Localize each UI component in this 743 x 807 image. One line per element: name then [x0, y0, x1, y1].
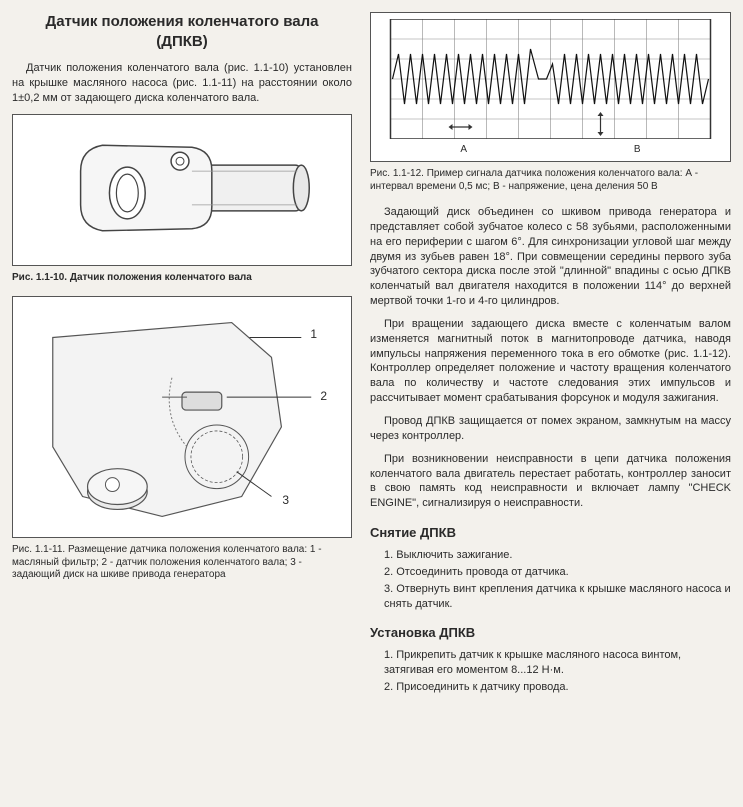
- title-line2: (ДПКВ): [156, 33, 207, 50]
- figure-1-1-11: 1 2 3: [12, 296, 352, 538]
- intro-paragraph: Датчик положения коленчатого вала (рис. …: [12, 61, 352, 106]
- figure-1-1-12-caption: Рис. 1.1-12. Пример сигнала датчика поло…: [370, 168, 731, 193]
- paragraph-4: При возникновении неисправности в цепи д…: [370, 452, 731, 511]
- figure-1-1-12: A B: [370, 12, 731, 162]
- remove-step-1: 1. Выключить зажигание.: [384, 548, 731, 563]
- title-line1: Датчик положения коленчатого вала: [46, 13, 319, 30]
- paragraph-3: Провод ДПКВ защищается от помех экраном,…: [370, 414, 731, 444]
- callout-1: 1: [310, 327, 317, 341]
- remove-heading: Снятие ДПКВ: [370, 525, 731, 540]
- placement-drawing: [13, 297, 351, 537]
- callout-2: 2: [320, 389, 327, 403]
- osc-axis-labels: A B: [377, 144, 724, 155]
- osc-label-b: B: [634, 144, 641, 155]
- paragraph-1: Задающий диск объединен со шкивом привод…: [370, 205, 731, 309]
- caption-text: Рис. 1.1-10. Датчик положения коленчатог…: [12, 272, 252, 283]
- osc-label-a: A: [460, 144, 467, 155]
- install-step-2: 2. Присоединить к датчику провода.: [384, 680, 731, 695]
- figure-1-1-10: [12, 114, 352, 266]
- install-heading: Установка ДПКВ: [370, 625, 731, 640]
- install-step-1: 1. Прикрепить датчик к крышке масляного …: [384, 648, 731, 678]
- paragraph-2: При вращении задающего диска вместе с ко…: [370, 317, 731, 406]
- remove-step-3: 3. Отвернуть винт крепления датчика к кр…: [384, 582, 731, 612]
- callout-3: 3: [282, 493, 289, 507]
- oscilloscope-signal: [377, 19, 724, 139]
- figure-1-1-11-caption: Рис. 1.1-11. Размещение датчика положени…: [12, 544, 352, 582]
- sensor-drawing: [13, 115, 351, 265]
- page-title: Датчик положения коленчатого вала (ДПКВ): [12, 12, 352, 51]
- figure-1-1-10-caption: Рис. 1.1-10. Датчик положения коленчатог…: [12, 272, 352, 285]
- remove-step-2: 2. Отсоединить провода от датчика.: [384, 565, 731, 580]
